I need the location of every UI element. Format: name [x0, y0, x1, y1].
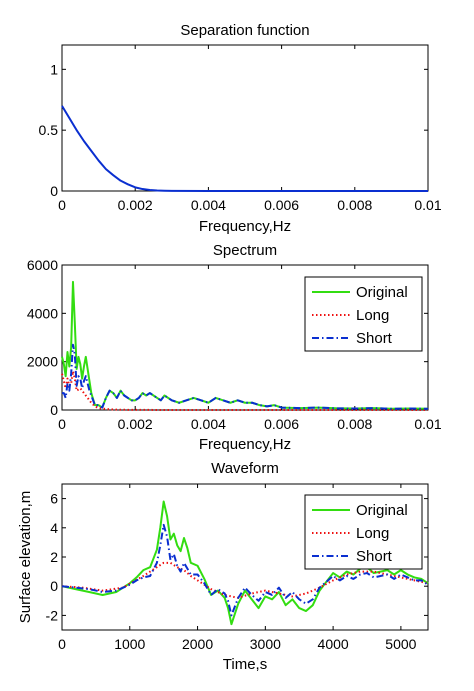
x-tick-label: 0.002: [118, 197, 153, 213]
panel-3-y-axis-label: Surface elevation,m: [17, 491, 34, 624]
panel-3-legend: Original Long Short: [304, 494, 423, 570]
x-tick-label: 0.008: [337, 416, 372, 432]
y-tick-label: 2: [50, 549, 58, 565]
waveform-panel: Waveform 0 1000 2000 3000 4000 5000 -2 0 2 4 6 Ti…: [17, 460, 429, 673]
separation-function-panel: Separation function 0 0.002 0.004 0.006 0.00…: [39, 22, 442, 235]
x-tick-label: 3000: [250, 636, 281, 652]
panel-2-title: Spectrum: [213, 242, 277, 259]
panel-2-legend: Original Long Short: [304, 276, 423, 352]
panel-2-x-ticks: 0 0.002 0.004 0.006 0.008 0.01: [58, 265, 442, 432]
y-tick-label: 4: [50, 520, 58, 536]
x-tick-label: 0.01: [414, 416, 441, 432]
panel-3-y-ticks: -2 0 2 4 6: [46, 491, 428, 623]
spectrum-panel: Spectrum 0 0.002 0.004 0.006 0.008 0.01 0 2000…: [27, 242, 442, 453]
panel-2-y-ticks: 0 2000 4000 6000: [27, 257, 428, 418]
panel-1-plot-area: [61, 44, 429, 192]
x-tick-label: 0.008: [337, 197, 372, 213]
panel-1-x-ticks: 0 0.002 0.004 0.006 0.008 0.01: [58, 45, 442, 213]
panel-2-series: [61, 280, 429, 411]
series-line-short: [61, 523, 429, 617]
x-tick-label: 5000: [385, 636, 416, 652]
panel-1-x-axis-label: Frequency,Hz: [199, 218, 291, 235]
panel-3-x-ticks: 0 1000 2000 3000 4000 5000: [58, 484, 417, 652]
x-tick-label: 0.002: [118, 416, 153, 432]
x-tick-label: 0.004: [191, 197, 226, 213]
panel-1-title: Separation function: [180, 22, 309, 39]
x-tick-label: 0.01: [414, 197, 441, 213]
legend-2-short-label: Short: [356, 330, 393, 347]
panel-3-x-axis-label: Time,s: [223, 656, 267, 673]
legend-2-original-label: Original: [356, 284, 408, 301]
y-tick-label: 0: [50, 402, 58, 418]
y-tick-label: 0: [50, 578, 58, 594]
series-line-short: [62, 343, 429, 410]
x-tick-label: 2000: [182, 636, 213, 652]
x-tick-label: 4000: [318, 636, 349, 652]
x-tick-label: 0.006: [264, 416, 299, 432]
y-tick-label: 4000: [27, 305, 58, 321]
series-line-0: [61, 105, 428, 192]
x-tick-label: 0: [58, 197, 66, 213]
y-tick-label: 0: [50, 183, 58, 199]
x-tick-label: 0: [58, 416, 66, 432]
panel-2-x-axis-label: Frequency,Hz: [199, 436, 291, 453]
legend-3-long-label: Long: [356, 525, 389, 542]
x-tick-label: 0.006: [264, 197, 299, 213]
y-tick-label: -2: [46, 607, 59, 623]
y-tick-label: 6000: [27, 257, 58, 273]
y-tick-label: 0.5: [39, 122, 59, 138]
x-tick-label: 1000: [114, 636, 145, 652]
y-tick-label: 6: [50, 491, 58, 507]
legend-2-long-label: Long: [356, 307, 389, 324]
y-tick-label: 1: [50, 61, 58, 77]
x-tick-label: 0: [58, 636, 66, 652]
panel-1-series: [61, 105, 428, 192]
y-tick-label: 2000: [27, 354, 58, 370]
x-tick-label: 0.004: [191, 416, 226, 432]
legend-3-original-label: Original: [356, 502, 408, 519]
legend-3-short-label: Short: [356, 548, 393, 565]
panel-3-title: Waveform: [211, 460, 279, 477]
